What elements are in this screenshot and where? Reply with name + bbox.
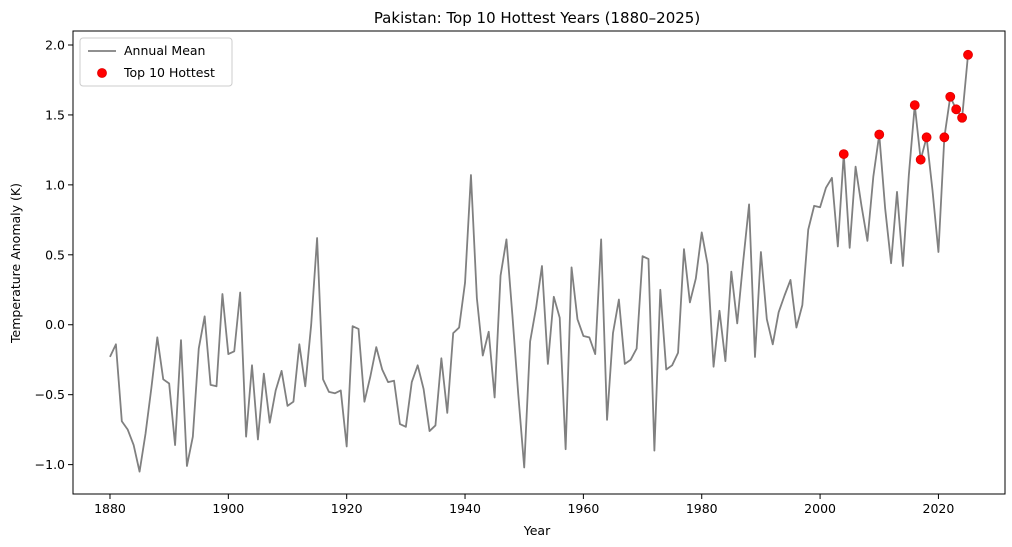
x-tick-label: 2000 [804, 501, 836, 516]
hottest-year-point [838, 149, 849, 159]
hottest-year-point [957, 112, 967, 123]
hottest-year-point [921, 132, 932, 143]
x-tick-label: 1940 [449, 501, 481, 516]
x-axis: 1880 1900 1920 1940 1960 1980 2000 2020 [94, 494, 954, 516]
hottest-year-point [939, 132, 950, 143]
legend-entry-annual-mean: Annual Mean [124, 43, 205, 58]
legend-box [79, 37, 233, 87]
legend-entry-top-10-hottest: Top 10 Hottest [123, 65, 215, 80]
y-tick-label: −0.5 [35, 387, 65, 402]
series-layer [109, 49, 973, 473]
hottest-year-point [963, 49, 973, 60]
chart-title: Pakistan: Top 10 Hottest Years (1880–202… [374, 9, 700, 27]
x-tick-label: 1920 [331, 501, 363, 516]
x-tick-label: 1980 [686, 501, 718, 516]
y-tick-label: 1.0 [45, 177, 65, 192]
hottest-year-point [915, 154, 926, 165]
series-line-annual-mean [109, 54, 969, 473]
hottest-year-point [945, 91, 956, 102]
y-tick-label: 2.0 [45, 37, 65, 52]
legend: Annual Mean Top 10 Hottest [79, 37, 233, 87]
x-tick-label: 1880 [94, 501, 126, 516]
legend-marker-swatch [97, 68, 107, 78]
plot-area: 1880 1900 1920 1940 1960 1980 2000 2020 −1.0 −0.… [35, 30, 1006, 516]
hottest-year-point [909, 100, 920, 111]
y-axis: −1.0 −0.5 0.0 0.5 1.0 1.5 2.0 [35, 37, 73, 472]
x-tick-label: 1900 [212, 501, 244, 516]
y-axis-label: Temperature Anomaly (K) [8, 183, 23, 344]
y-tick-label: 0.5 [45, 247, 65, 262]
x-tick-label: 1960 [567, 501, 599, 516]
y-tick-label: 1.5 [45, 107, 65, 122]
hottest-year-point [951, 104, 962, 115]
x-tick-label: 2020 [923, 501, 955, 516]
y-tick-label: −1.0 [35, 457, 65, 472]
x-axis-label: Year [523, 523, 551, 538]
hottest-year-point [874, 129, 885, 140]
plot-frame [72, 30, 1006, 495]
y-tick-label: 0.0 [45, 317, 65, 332]
